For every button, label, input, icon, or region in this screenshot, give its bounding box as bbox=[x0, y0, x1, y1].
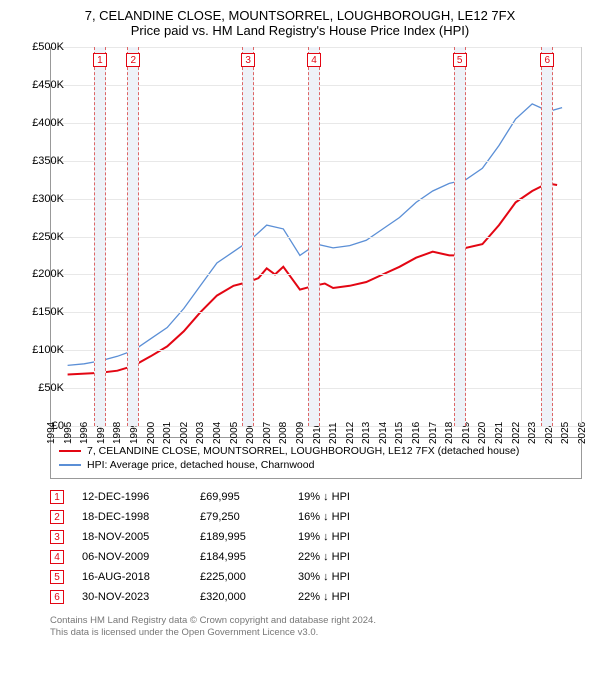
event-date: 16-AUG-2018 bbox=[82, 571, 182, 583]
x-tick-label: 2025 bbox=[560, 422, 571, 444]
event-date: 30-NOV-2023 bbox=[82, 591, 182, 603]
event-date: 18-DEC-1998 bbox=[82, 511, 182, 523]
y-tick-label: £400K bbox=[32, 117, 64, 129]
x-tick-label: 2013 bbox=[361, 422, 372, 444]
legend-row: 7, CELANDINE CLOSE, MOUNTSORREL, LOUGHBO… bbox=[59, 444, 573, 458]
legend-label: 7, CELANDINE CLOSE, MOUNTSORREL, LOUGHBO… bbox=[87, 445, 519, 457]
y-tick-label: £300K bbox=[32, 193, 64, 205]
event-number: 3 bbox=[50, 530, 64, 544]
sale-marker-band: 3 bbox=[242, 47, 254, 426]
x-tick-label: 2002 bbox=[179, 422, 190, 444]
event-date: 18-NOV-2005 bbox=[82, 531, 182, 543]
x-tick-label: 1995 bbox=[63, 422, 74, 444]
y-tick-label: £200K bbox=[32, 268, 64, 280]
x-tick-label: 2007 bbox=[262, 422, 273, 444]
x-tick-label: 2012 bbox=[345, 422, 356, 444]
legend-row: HPI: Average price, detached house, Char… bbox=[59, 458, 573, 472]
x-tick-label: 2008 bbox=[278, 422, 289, 444]
y-tick-label: £500K bbox=[32, 41, 64, 53]
x-tick-label: 2004 bbox=[212, 422, 223, 444]
event-price: £184,995 bbox=[200, 551, 280, 563]
event-number: 2 bbox=[50, 510, 64, 524]
event-delta: 30% ↓ HPI bbox=[298, 571, 398, 583]
x-tick-label: 2017 bbox=[428, 422, 439, 444]
y-tick-label: £0 bbox=[52, 420, 64, 432]
x-tick-label: 2022 bbox=[511, 422, 522, 444]
sale-marker-number: 3 bbox=[241, 53, 255, 67]
y-tick-label: £350K bbox=[32, 155, 64, 167]
x-tick-label: 2016 bbox=[411, 422, 422, 444]
event-price: £225,000 bbox=[200, 571, 280, 583]
x-tick-label: 2020 bbox=[477, 422, 488, 444]
footer-line-1: Contains HM Land Registry data © Crown c… bbox=[50, 615, 582, 627]
event-price: £320,000 bbox=[200, 591, 280, 603]
chart-plot-area: 1994199519961997199819992000200120022003… bbox=[50, 47, 582, 427]
event-price: £79,250 bbox=[200, 511, 280, 523]
events-table: 1 12-DEC-1996 £69,995 19% ↓ HPI 2 18-DEC-1998… bbox=[50, 487, 582, 607]
x-tick-label: 1998 bbox=[112, 422, 123, 444]
sale-marker-band: 4 bbox=[308, 47, 320, 426]
x-tick-label: 1996 bbox=[79, 422, 90, 444]
event-row: 1 12-DEC-1996 £69,995 19% ↓ HPI bbox=[50, 487, 582, 507]
y-tick-label: £450K bbox=[32, 79, 64, 91]
event-delta: 19% ↓ HPI bbox=[298, 491, 398, 503]
footer-line-2: This data is licensed under the Open Gov… bbox=[50, 627, 582, 639]
x-tick-label: 2021 bbox=[494, 422, 505, 444]
x-tick-label: 2011 bbox=[328, 422, 339, 444]
sale-marker-band: 5 bbox=[454, 47, 466, 426]
sale-marker-band: 2 bbox=[127, 47, 139, 426]
x-tick-label: 2014 bbox=[378, 422, 389, 444]
event-price: £189,995 bbox=[200, 531, 280, 543]
event-number: 5 bbox=[50, 570, 64, 584]
event-number: 1 bbox=[50, 490, 64, 504]
title-line-2: Price paid vs. HM Land Registry's House … bbox=[10, 23, 590, 38]
event-price: £69,995 bbox=[200, 491, 280, 503]
event-row: 4 06-NOV-2009 £184,995 22% ↓ HPI bbox=[50, 547, 582, 567]
x-tick-label: 2000 bbox=[146, 422, 157, 444]
event-delta: 19% ↓ HPI bbox=[298, 531, 398, 543]
sale-marker-number: 1 bbox=[93, 53, 107, 67]
y-tick-label: £250K bbox=[32, 231, 64, 243]
sale-marker-number: 6 bbox=[540, 53, 554, 67]
legend-swatch bbox=[59, 464, 81, 466]
sale-marker-band: 6 bbox=[541, 47, 553, 426]
x-tick-label: 2001 bbox=[162, 422, 173, 444]
x-tick-label: 2015 bbox=[394, 422, 405, 444]
event-number: 6 bbox=[50, 590, 64, 604]
title-line-1: 7, CELANDINE CLOSE, MOUNTSORREL, LOUGHBO… bbox=[10, 8, 590, 23]
sale-marker-band: 1 bbox=[94, 47, 106, 426]
event-date: 06-NOV-2009 bbox=[82, 551, 182, 563]
x-tick-label: 2005 bbox=[229, 422, 240, 444]
event-delta: 16% ↓ HPI bbox=[298, 511, 398, 523]
y-tick-label: £50K bbox=[38, 382, 64, 394]
event-delta: 22% ↓ HPI bbox=[298, 551, 398, 563]
event-delta: 22% ↓ HPI bbox=[298, 591, 398, 603]
sale-marker-number: 5 bbox=[453, 53, 467, 67]
sale-marker-number: 4 bbox=[307, 53, 321, 67]
event-row: 2 18-DEC-1998 £79,250 16% ↓ HPI bbox=[50, 507, 582, 527]
event-row: 5 16-AUG-2018 £225,000 30% ↓ HPI bbox=[50, 567, 582, 587]
legend-label: HPI: Average price, detached house, Char… bbox=[87, 459, 314, 471]
event-row: 6 30-NOV-2023 £320,000 22% ↓ HPI bbox=[50, 587, 582, 607]
footer-attribution: Contains HM Land Registry data © Crown c… bbox=[50, 615, 582, 640]
x-tick-label: 2003 bbox=[195, 422, 206, 444]
y-tick-label: £150K bbox=[32, 306, 64, 318]
event-number: 4 bbox=[50, 550, 64, 564]
legend-swatch bbox=[59, 450, 81, 452]
event-date: 12-DEC-1996 bbox=[82, 491, 182, 503]
x-tick-label: 2026 bbox=[577, 422, 588, 444]
chart-title: 7, CELANDINE CLOSE, MOUNTSORREL, LOUGHBO… bbox=[0, 0, 600, 42]
event-row: 3 18-NOV-2005 £189,995 19% ↓ HPI bbox=[50, 527, 582, 547]
y-tick-label: £100K bbox=[32, 344, 64, 356]
x-tick-label: 2009 bbox=[295, 422, 306, 444]
sale-marker-number: 2 bbox=[126, 53, 140, 67]
x-tick-label: 2023 bbox=[527, 422, 538, 444]
